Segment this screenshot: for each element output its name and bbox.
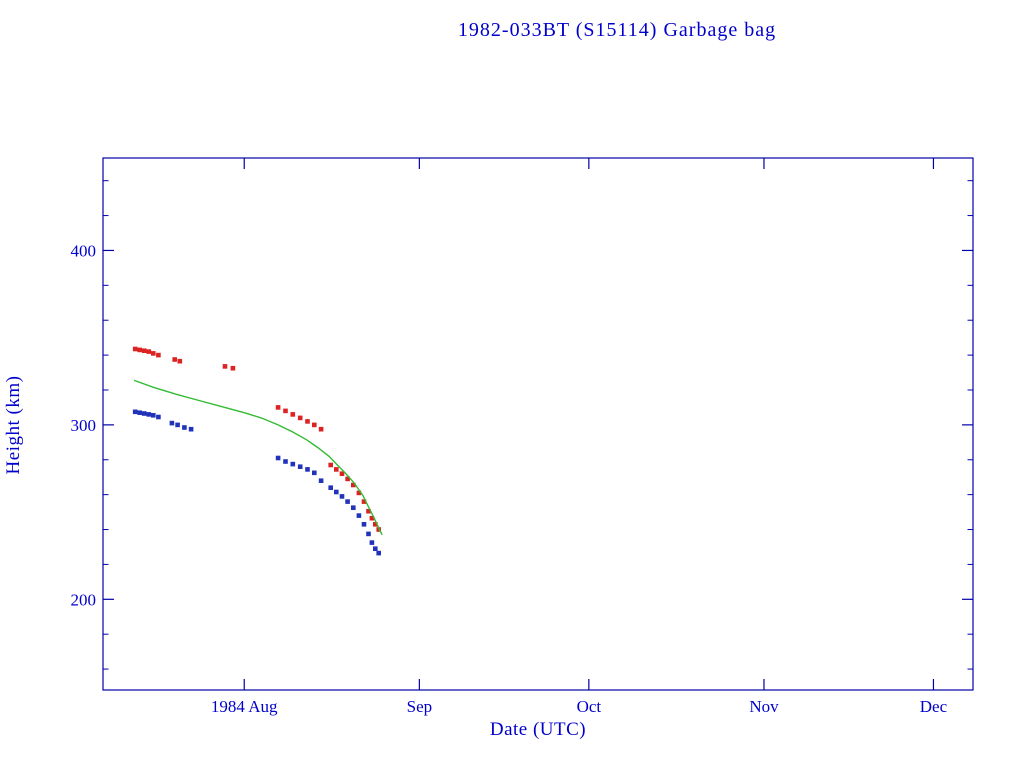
- perigee-height-point: [275, 455, 281, 461]
- apogee-height-point: [290, 412, 296, 417]
- apogee-height-point: [361, 499, 367, 504]
- perigee-height-point: [290, 461, 296, 467]
- apogee-height-point: [151, 351, 156, 356]
- x-tick-label: 1984 Aug: [211, 697, 278, 716]
- perigee-height-point: [369, 540, 375, 545]
- apogee-height-point: [318, 426, 324, 432]
- perigee-height-point: [156, 414, 161, 420]
- apogee-height-point: [351, 482, 356, 488]
- apogee-height-series: [132, 346, 381, 532]
- perigee-height-point: [283, 459, 288, 464]
- perigee-height-point: [356, 513, 362, 518]
- y-tick-label: 200: [71, 590, 97, 609]
- y-axis-title: Height (km): [3, 375, 24, 475]
- perigee-height-point: [334, 489, 339, 495]
- perigee-height-point: [318, 478, 324, 483]
- apogee-height-point: [283, 408, 288, 414]
- x-tick-label: Nov: [749, 697, 779, 716]
- apogee-height-point: [141, 348, 147, 353]
- apogee-height-point: [146, 349, 152, 354]
- y-tick-label: 300: [71, 416, 97, 435]
- apogee-height-point: [137, 347, 142, 353]
- apogee-height-point: [366, 508, 371, 514]
- mean-height-series: [133, 379, 383, 536]
- apogee-height-point: [373, 522, 378, 527]
- apogee-height-point: [312, 422, 317, 428]
- perigee-height-point: [132, 409, 138, 415]
- apogee-height-point: [156, 352, 161, 358]
- apogee-height-point: [297, 415, 303, 421]
- perigee-height-point: [328, 485, 333, 490]
- perigee-height-point: [373, 546, 378, 551]
- apogee-height-point: [345, 476, 350, 482]
- perigee-height-point: [141, 411, 147, 416]
- x-tick-label: Dec: [920, 697, 948, 716]
- apogee-height-point: [275, 405, 281, 410]
- perigee-height-point: [182, 425, 187, 430]
- perigee-height-point: [146, 412, 152, 417]
- mean-height-line: [133, 379, 383, 536]
- x-tick-label: Oct: [577, 697, 602, 716]
- apogee-height-point: [328, 462, 333, 468]
- perigee-height-point: [339, 494, 345, 499]
- apogee-height-point: [356, 490, 362, 496]
- apogee-height-point: [230, 365, 236, 371]
- perigee-height-point: [151, 413, 156, 418]
- apogee-height-point: [222, 364, 228, 369]
- perigee-height-point: [188, 426, 194, 432]
- x-axis: 1984 Aug Sep Oct Nov Dec: [211, 158, 948, 716]
- perigee-height-point: [305, 467, 310, 472]
- apogee-height-point: [305, 419, 310, 424]
- perigee-height-point: [345, 499, 350, 504]
- x-axis-title: Date (UTC): [489, 719, 587, 740]
- perigee-height-point: [376, 550, 381, 556]
- apogee-height-point: [376, 527, 381, 532]
- plot-frame: [102, 157, 974, 691]
- perigee-height-point: [297, 464, 303, 469]
- perigee-height-point: [312, 470, 317, 476]
- y-tick-label: 400: [71, 241, 97, 260]
- apogee-height-point: [339, 471, 345, 476]
- perigee-height-point: [169, 420, 175, 426]
- perigee-height-point: [175, 422, 180, 428]
- apogee-height-point: [132, 346, 138, 352]
- x-tick-label: Sep: [407, 697, 433, 716]
- apogee-height-point: [172, 357, 177, 362]
- perigee-height-point: [366, 531, 371, 537]
- y-axis: 200 300 400: [71, 180, 973, 670]
- apogee-height-point: [177, 358, 183, 364]
- perigee-height-point: [137, 410, 142, 415]
- perigee-height-point: [351, 505, 356, 510]
- apogee-height-point: [369, 515, 375, 521]
- apogee-height-point: [334, 467, 339, 472]
- chart-title: 1982-033BT (S15114) Garbage bag: [457, 19, 777, 41]
- perigee-height-point: [361, 522, 367, 527]
- perigee-height-series: [132, 409, 381, 556]
